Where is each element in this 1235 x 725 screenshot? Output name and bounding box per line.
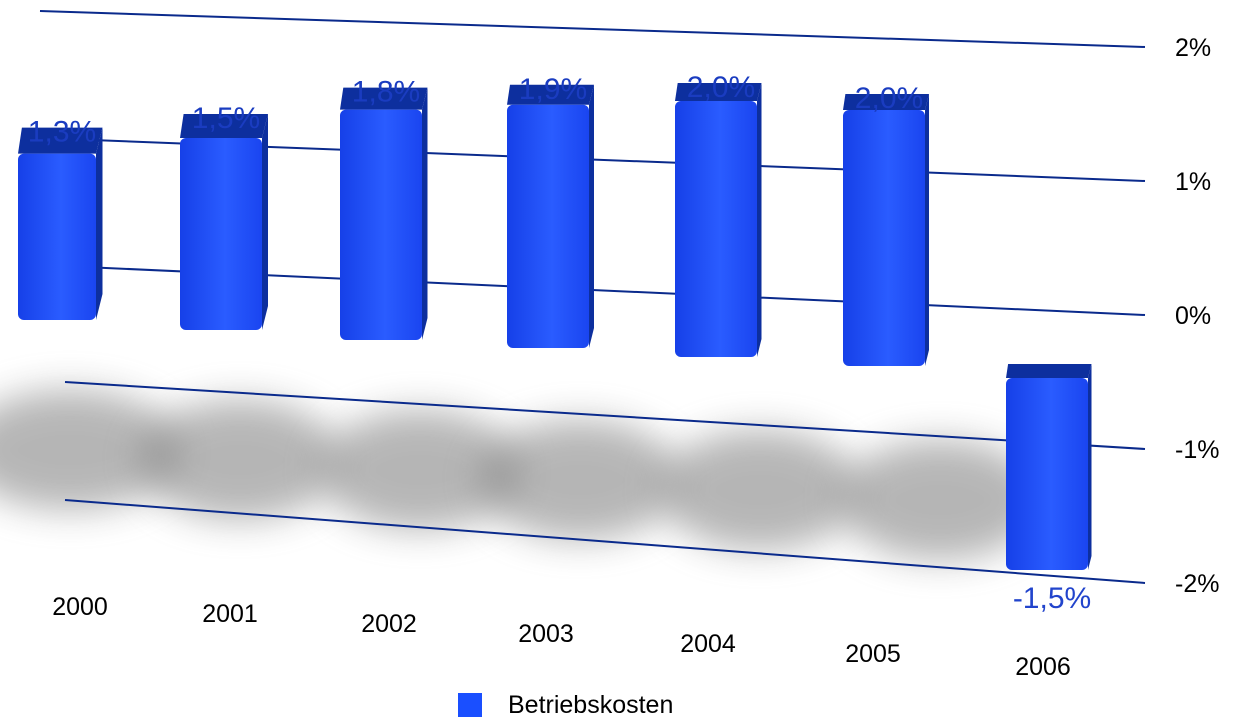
data-label: -1,5% [1013,582,1091,615]
bar-side-face [757,83,762,357]
bar-shadow [840,440,1040,560]
y-tick-label: -1% [1175,436,1219,464]
bar-top-face [843,94,929,110]
bar-2005 [843,94,929,366]
bar-top-face [507,84,594,105]
bar-top-face [1006,364,1092,378]
bar-front-face [675,101,757,357]
bar-top-face [340,87,428,110]
bar-front-face [18,153,96,320]
bar-side-face [589,84,594,349]
data-label: 2,0% [687,71,755,104]
bar-side-face [1088,364,1092,570]
bar-2003 [507,84,594,349]
gridline [39,10,1146,48]
y-tick-label: 0% [1175,302,1211,330]
data-label: 1,8% [352,76,420,109]
bar-2000 [18,127,103,320]
bar-top-face [180,114,268,138]
bar-top-face [675,83,762,101]
x-tick-label: 2005 [845,640,901,668]
gridline [64,381,1146,450]
bar-shadow [660,430,860,550]
bar-front-face [340,109,422,340]
bar-shadow [140,400,340,520]
gridline [64,499,1146,584]
bar-side-face [96,127,103,320]
legend-swatch [458,693,482,717]
bar-front-face [180,138,262,330]
y-tick-label: 1% [1175,168,1211,196]
legend: Betriebskosten [458,690,674,719]
bar-side-face [422,87,428,340]
bar-shadow [320,410,520,530]
x-tick-label: 2004 [680,630,736,658]
bar-2001 [180,114,268,330]
bar-2004 [675,83,762,357]
bar-shadow [480,420,680,540]
data-label: 1,9% [519,73,587,106]
bar-side-face [925,94,929,366]
data-label: 1,3% [28,116,96,149]
x-tick-label: 2000 [52,593,108,621]
x-tick-label: 2003 [518,620,574,648]
x-tick-label: 2002 [361,610,417,638]
legend-label: Betriebskosten [508,690,674,719]
bar-front-face [1006,378,1088,570]
data-label: 2,0% [855,82,923,115]
bar-front-face [843,110,925,366]
y-tick-label: 2% [1175,34,1211,62]
bar-2002 [340,87,428,340]
bar-shadow [0,390,180,510]
data-label: 1,5% [192,102,260,135]
bar-front-face [507,104,589,348]
bar-2006 [1006,364,1092,570]
bar-side-face [262,114,268,330]
x-tick-label: 2001 [202,600,258,628]
bar-top-face [18,127,103,154]
y-tick-label: -2% [1175,570,1219,598]
x-tick-label: 2006 [1015,653,1071,681]
